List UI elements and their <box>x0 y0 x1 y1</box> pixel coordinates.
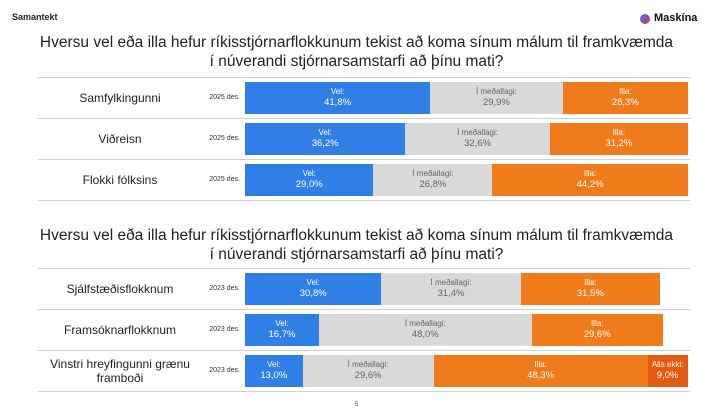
category-label: Flokki fólksins <box>82 172 158 187</box>
segment-name: Í meðallagi: <box>412 169 454 178</box>
value-label: 48,0% <box>411 329 439 340</box>
segment-name: Vel: <box>318 128 332 137</box>
value-label: 28,3% <box>611 97 639 108</box>
category-label: Samfylkingunni <box>79 90 161 105</box>
row-line <box>38 309 690 310</box>
row-line <box>38 200 690 201</box>
row-line <box>38 268 690 269</box>
chart-title: Hversu vel eða illa hefur ríkisstjórnarf… <box>39 34 674 51</box>
value-label: 26,8% <box>419 179 447 190</box>
category-label: Sjálfstæðisflokknum <box>66 281 174 296</box>
segment-name: Illa: <box>619 87 632 96</box>
bar-segment: Vel: 36,2% <box>245 122 406 155</box>
bar-segment: Vel: 30,8% <box>245 272 382 305</box>
bar-segment: Vel: 41,8% <box>245 81 431 114</box>
period-label: 2025 des. <box>209 135 240 142</box>
period-label: 2025 des. <box>209 176 240 183</box>
bar-segment: Alls ekki: 9,0% <box>647 354 688 387</box>
segment-name: Illa: <box>612 128 626 137</box>
bar-segment: Illa: 31,2% <box>549 122 688 155</box>
category-label: Viðreisn <box>98 131 142 146</box>
value-label: 29,0% <box>295 179 323 190</box>
segment-name: Illa: <box>590 319 604 328</box>
value-label: 29,6% <box>583 329 611 340</box>
period-label: 2025 des. <box>209 94 240 101</box>
segment-name: Í meðallagi: <box>404 319 446 328</box>
header-title: Samantekt <box>12 12 58 22</box>
value-label: 29,9% <box>482 97 510 108</box>
chart-title: í núverandi stjórnarsamstarfi að þínu ma… <box>209 246 504 263</box>
period-label: 2023 des. <box>209 367 240 374</box>
segment-name: Vel: <box>267 360 281 369</box>
row-line <box>38 391 690 392</box>
segment-name: Í meðallagi: <box>347 360 389 369</box>
value-label: 36,2% <box>311 138 339 149</box>
bar-segment: Illa: 48,3% <box>433 354 648 387</box>
bar-segment: Illa: 29,6% <box>531 313 663 346</box>
bar-segment: Í meðallagi: 31,4% <box>381 272 521 305</box>
segment-name: Í meðallagi: <box>475 87 517 96</box>
bar-segment: Illa: 31,5% <box>520 272 661 305</box>
category-label: Framsóknarflokknum <box>63 322 177 337</box>
value-label: 13,0% <box>260 370 288 381</box>
bar-segment: Illa: 44,2% <box>492 163 688 196</box>
bar-segment: Í meðallagi: 32,6% <box>405 122 550 155</box>
value-label: 9,0% <box>656 370 679 381</box>
bar-segment: Í meðallagi: 48,0% <box>318 313 532 346</box>
segment-name: Vel: <box>275 319 289 328</box>
value-label: 31,2% <box>605 138 633 149</box>
page-number: 5 <box>354 402 359 408</box>
period-label: 2023 des. <box>209 326 240 333</box>
value-label: 41,8% <box>324 97 352 108</box>
value-label: 30,8% <box>299 288 327 299</box>
value-label: 48,3% <box>527 370 555 381</box>
value-label: 32,6% <box>464 138 492 149</box>
category-label: Vinstri hreyfingunni grænu framboði <box>50 356 190 385</box>
value-label: 44,2% <box>576 179 604 190</box>
row-line <box>38 159 690 160</box>
bar-segment: Í meðallagi: 29,9% <box>430 81 563 114</box>
value-label: 29,6% <box>354 370 382 381</box>
value-label: 31,5% <box>576 288 604 299</box>
bar-segment: Vel: 16,7% <box>245 313 319 346</box>
row-line <box>38 77 690 78</box>
bar-segment: Vel: 13,0% <box>245 354 303 387</box>
segment-name: Í meðallagi: <box>457 128 499 137</box>
segment-name: Vel: <box>306 278 320 287</box>
row-line <box>38 350 690 351</box>
chart-title: í núverandi stjórnarsamstarfi að þínu ma… <box>209 53 504 70</box>
segment-name: Vel: <box>302 169 316 178</box>
row-line <box>38 118 690 119</box>
segment-name: Illa: <box>534 360 547 369</box>
bar-segment: Vel: 29,0% <box>245 163 374 196</box>
value-label: 31,4% <box>437 288 465 299</box>
value-label: 16,7% <box>268 329 296 340</box>
period-label: 2023 des. <box>209 285 240 292</box>
segment-name: Í meðallagi: <box>430 278 472 287</box>
bar-segment: Illa: 28,3% <box>562 81 688 114</box>
bar-segment: Í meðallagi: 29,6% <box>302 354 434 387</box>
bar-segment: Í meðallagi: 26,8% <box>373 163 493 196</box>
chart-title: Hversu vel eða illa hefur ríkisstjórnarf… <box>39 227 674 244</box>
segment-name: Illa: <box>584 278 597 287</box>
logo-text: Maskína <box>654 12 698 24</box>
segment-name: Alls ekki: <box>651 360 684 369</box>
logo-icon <box>640 14 650 24</box>
segment-name: Vel: <box>330 87 345 96</box>
segment-name: Illa: <box>583 169 597 178</box>
